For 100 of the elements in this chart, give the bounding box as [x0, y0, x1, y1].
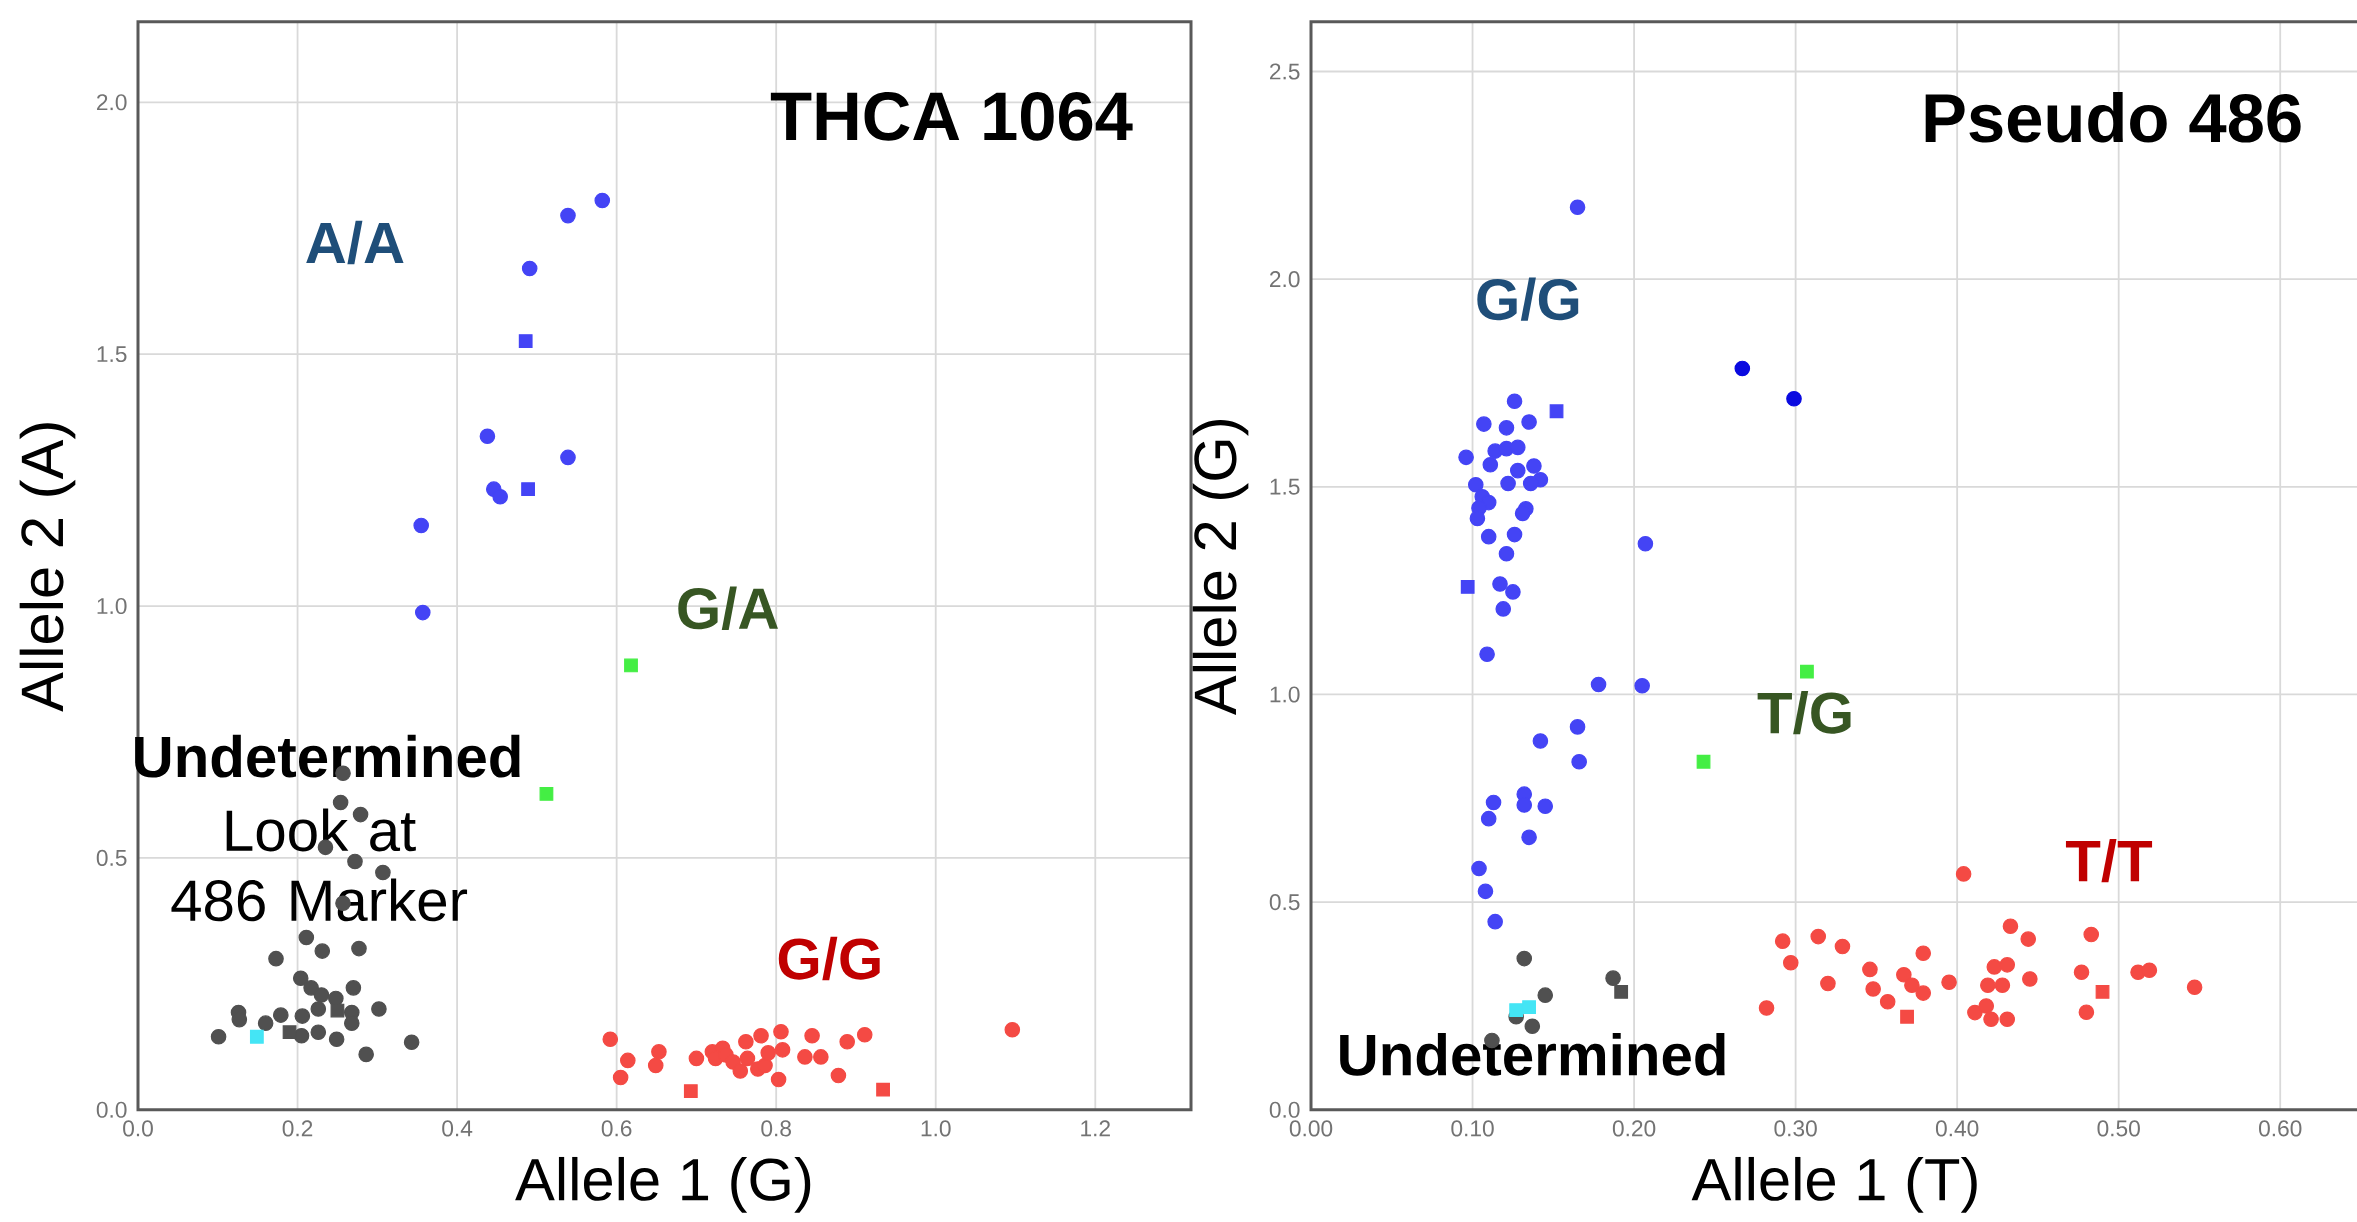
point: [738, 1033, 754, 1050]
annotation: G/G: [778, 936, 880, 981]
point: [830, 1067, 847, 1084]
point: [268, 950, 284, 967]
point: [683, 1084, 698, 1099]
point: [1500, 475, 1516, 492]
point: [594, 192, 611, 209]
point: [560, 449, 576, 466]
point: [314, 943, 331, 959]
point: [1865, 981, 1881, 997]
point: [560, 207, 576, 224]
point: [620, 1052, 636, 1069]
point: [1614, 984, 1629, 999]
point: [343, 1015, 360, 1031]
point: [1734, 360, 1751, 377]
point: [1505, 584, 1521, 600]
point: [773, 1023, 789, 1040]
point: [358, 1046, 374, 1063]
point: [1904, 977, 1920, 993]
point: [518, 334, 533, 348]
x-tick-label: 0.6: [601, 1120, 632, 1137]
point: [1522, 1000, 1536, 1015]
point: [1955, 866, 1972, 882]
point: [1967, 1004, 1983, 1021]
point: [1696, 754, 1711, 769]
point: [1900, 1009, 1914, 1024]
point: [1458, 449, 1474, 466]
point: [1980, 977, 1996, 993]
point: [294, 1008, 311, 1024]
point: [1516, 797, 1533, 813]
y-tick-label: 0.0: [96, 1101, 127, 1118]
y-axis-title: Allele 2 (A): [19, 423, 76, 712]
point: [521, 482, 535, 497]
point: [1509, 1003, 1524, 1018]
x-tick-label: 0.2: [282, 1120, 313, 1137]
text: THCA 1064: [770, 92, 1133, 141]
point: [1509, 462, 1526, 479]
point: [539, 787, 554, 801]
point: [1492, 576, 1508, 592]
y-tick-label: 0.0: [1269, 1101, 1300, 1118]
point: [1521, 829, 1537, 846]
point: [1506, 393, 1523, 410]
point: [1986, 959, 2003, 975]
point: [1469, 510, 1486, 527]
y-tick-label: 1.0: [97, 597, 127, 615]
x-axis-title: Allele 1 (G): [515, 1156, 811, 1213]
point: [1786, 390, 1802, 407]
point: [1637, 535, 1654, 552]
point: [1537, 987, 1554, 1003]
point: [351, 940, 367, 957]
point: [1471, 860, 1487, 877]
point: [602, 1031, 619, 1048]
point: [1569, 199, 1586, 216]
point: [479, 428, 496, 445]
point: [1879, 994, 1896, 1010]
point: [310, 1001, 327, 1017]
point: [651, 1044, 667, 1060]
point: [1999, 957, 2016, 973]
point: [1509, 439, 1526, 456]
x-tick-label: 0.10: [1451, 1120, 1494, 1137]
x-tick-label: 1.2: [1081, 1120, 1110, 1137]
point: [257, 1015, 274, 1031]
point: [328, 990, 344, 1007]
point: [1941, 974, 1957, 991]
point: [345, 980, 362, 996]
point: [371, 1001, 387, 1017]
point: [1896, 967, 1912, 983]
point: [1476, 416, 1492, 432]
point: [1800, 664, 1814, 679]
y-tick-label: 1.5: [1270, 478, 1300, 495]
point: [2022, 971, 2038, 987]
annotation: G/A: [678, 586, 778, 630]
point: [774, 1042, 791, 1058]
point: [2002, 918, 2019, 935]
point: [1834, 938, 1851, 955]
point: [1487, 913, 1503, 930]
point: [282, 1025, 297, 1040]
y-axis-title: Allele 2 (G): [1192, 420, 1249, 716]
x-tick-label: 0.30: [1774, 1120, 1817, 1137]
point: [1571, 753, 1587, 770]
annotation: A/A: [306, 220, 404, 265]
point: [352, 806, 369, 823]
point: [1994, 977, 2011, 993]
point: [2095, 984, 2110, 999]
point: [753, 1027, 769, 1044]
point: [521, 260, 538, 277]
point: [1978, 998, 1995, 1014]
point: [2073, 964, 2090, 981]
point: [1467, 476, 1484, 493]
point: [1526, 458, 1542, 474]
x-tick-label: 0.60: [2259, 1120, 2302, 1137]
point: [330, 1003, 345, 1018]
y-tick-label: 0.5: [96, 849, 127, 866]
point: [1782, 954, 1799, 971]
point: [1915, 985, 1932, 1001]
point: [403, 1034, 420, 1051]
point: [414, 604, 431, 621]
annotation: G/G: [1477, 277, 1579, 321]
point: [1485, 794, 1502, 811]
point: [1983, 1011, 1999, 1028]
